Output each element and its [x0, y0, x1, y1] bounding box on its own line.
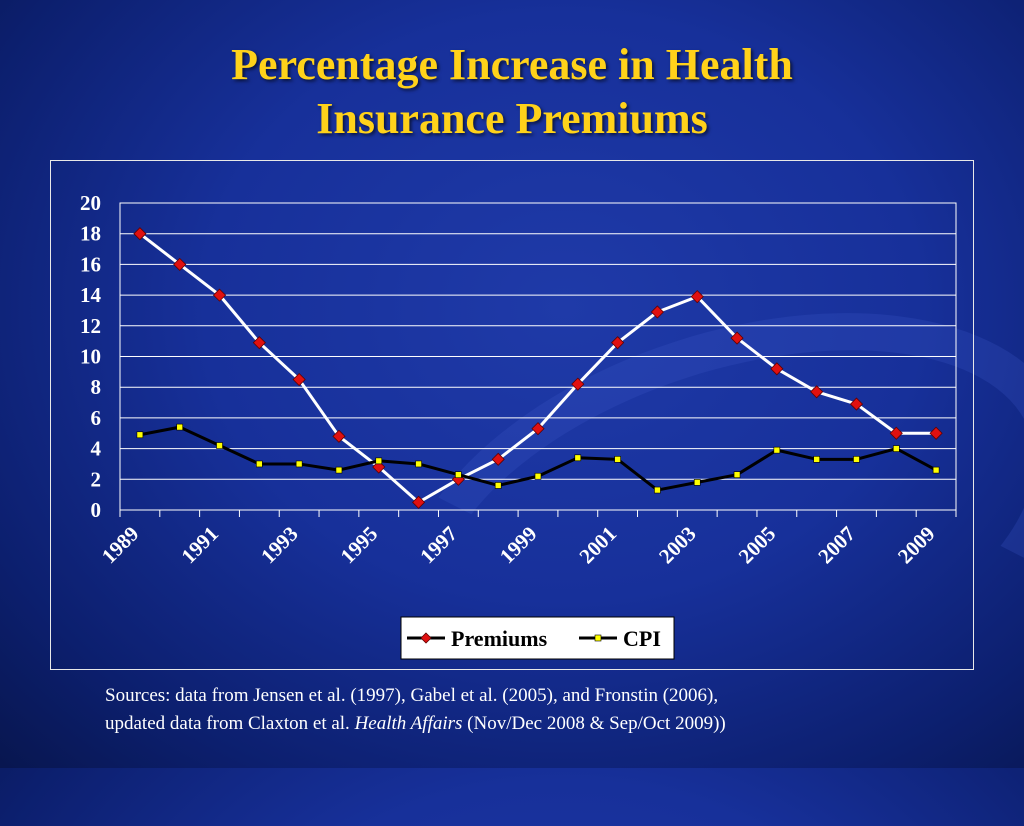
- cpi-point: [534, 472, 542, 480]
- x-tick-label: 2007: [813, 522, 860, 569]
- cpi-legend-marker: [594, 634, 602, 642]
- y-tick-label: 2: [91, 467, 102, 491]
- chart-frame: [50, 160, 974, 670]
- x-tick-label: 1989: [97, 522, 144, 569]
- cpi-point: [136, 431, 144, 439]
- y-tick-label: 14: [80, 283, 102, 307]
- title-line-1: Percentage Increase in Health: [231, 40, 793, 89]
- source-journal: Health Affairs: [354, 713, 463, 734]
- cpi-point: [614, 456, 621, 463]
- cpi-point: [216, 442, 223, 449]
- x-tick-label: 2001: [574, 522, 621, 569]
- premiums-point: [531, 422, 545, 436]
- cpi-point: [375, 457, 383, 465]
- cpi-point: [415, 460, 422, 468]
- cpi-point: [773, 446, 781, 454]
- premiums-point: [810, 385, 824, 399]
- premiums-point: [929, 426, 943, 440]
- cpi-point: [693, 479, 701, 486]
- premiums-point: [571, 377, 585, 391]
- premiums-point: [730, 331, 744, 345]
- y-tick-label: 12: [80, 314, 101, 338]
- x-tick-label: 1995: [336, 522, 383, 569]
- premiums-point: [611, 336, 625, 350]
- y-tick-label: 0: [91, 498, 102, 522]
- source-line-2-suffix: (Nov/Dec 2008 & Sep/Oct 2009)): [462, 713, 726, 734]
- premiums-point: [889, 426, 903, 440]
- cpi-point: [295, 460, 303, 468]
- x-tick-label: 2009: [893, 522, 940, 569]
- premiums-point: [770, 362, 784, 376]
- cpi-point: [813, 456, 820, 463]
- cpi-point: [494, 482, 502, 489]
- source-note: Sources: data from Jensen et al. (1997),…: [105, 682, 985, 738]
- premiums-point: [491, 452, 505, 466]
- x-tick-label: 1991: [176, 522, 223, 569]
- premiums-point: [212, 288, 227, 302]
- x-tick-label: 2005: [734, 522, 781, 569]
- premiums-point: [849, 397, 864, 411]
- source-line-2-prefix: updated data from Claxton et al.: [105, 713, 355, 734]
- x-tick-label: 1997: [415, 522, 462, 569]
- premiums-point: [173, 257, 187, 271]
- y-tick-label: 18: [80, 222, 101, 246]
- cpi-point: [335, 466, 343, 474]
- y-tick-label: 8: [91, 375, 102, 399]
- premiums-point: [412, 495, 426, 509]
- x-tick-label: 2003: [654, 522, 701, 569]
- cpi-point: [733, 471, 741, 478]
- cpi-point: [654, 486, 661, 494]
- cpi-point: [574, 454, 582, 462]
- premiums-point: [252, 336, 266, 350]
- y-tick-label: 6: [91, 406, 102, 430]
- premiums-point: [133, 227, 147, 241]
- source-line-2: updated data from Claxton et al. Health …: [105, 710, 985, 738]
- premiums-point: [650, 305, 664, 319]
- cpi-point: [932, 466, 940, 474]
- y-tick-label: 4: [91, 437, 102, 461]
- y-tick-label: 16: [80, 252, 101, 276]
- title-line-2: Insurance Premiums: [316, 94, 708, 143]
- y-tick-label: 10: [80, 345, 101, 369]
- slide-title: Percentage Increase in Health Insurance …: [60, 38, 964, 146]
- cpi-point: [256, 460, 263, 468]
- y-tick-label: 20: [80, 191, 101, 215]
- source-line-1: Sources: data from Jensen et al. (1997),…: [105, 685, 719, 706]
- premiums-legend-label: Premiums: [451, 626, 548, 651]
- premiums-legend-marker: [420, 632, 432, 644]
- premiums-point: [332, 429, 346, 443]
- line-chart: 0 2 4 6 8 10 12 14 16 18 20 1989 1991 1993 1995 1997 199…: [80, 191, 943, 660]
- cpi-point: [892, 445, 900, 452]
- cpi-point: [455, 471, 462, 478]
- x-tick-label: 1993: [256, 522, 303, 569]
- cpi-point: [853, 456, 860, 463]
- legend-box: [400, 616, 675, 660]
- cpi-point: [176, 423, 184, 431]
- cpi-legend-label: CPI: [623, 626, 661, 651]
- premiums-point: [690, 290, 704, 304]
- premiums-point: [292, 372, 306, 387]
- x-tick-label: 1999: [495, 522, 542, 569]
